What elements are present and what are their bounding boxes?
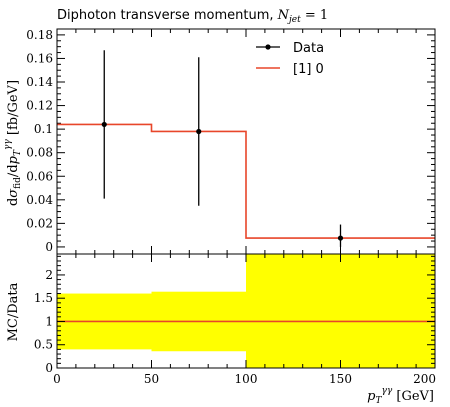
ratio-band-bin bbox=[246, 254, 435, 368]
mc-histogram-line bbox=[57, 123, 435, 239]
legend-data-label: Data bbox=[293, 41, 324, 56]
ratio-xtick-label: 50 bbox=[144, 372, 159, 386]
ratio-ytick-label: 2 bbox=[45, 268, 53, 282]
main-ytick-label: 0.1 bbox=[34, 122, 53, 136]
main-plot-series bbox=[57, 50, 435, 247]
legend-mc-label: [1] 0 bbox=[293, 62, 324, 77]
main-y-axis-label: dσfid/dpTγγ [fb/GeV] bbox=[3, 80, 23, 206]
ratio-uncertainty-band bbox=[57, 254, 435, 368]
ratio-xtick-label: 0 bbox=[53, 372, 61, 386]
main-ytick-label: 0.08 bbox=[26, 146, 53, 160]
ratio-ytick-label: 0.5 bbox=[34, 338, 53, 352]
main-ytick-label: 0.02 bbox=[26, 216, 53, 230]
data-point bbox=[337, 235, 344, 241]
ratio-ytick-label: 0 bbox=[45, 361, 53, 375]
main-y-ticks: 0 0.02 0.04 0.06 0.08 0.1 0.12 0.14 0.16 0.18 bbox=[26, 28, 436, 254]
ratio-xtick-label: 200 bbox=[413, 372, 436, 386]
main-ytick-label: 0.16 bbox=[26, 51, 53, 65]
ratio-xtick-label: 100 bbox=[235, 372, 258, 386]
data-point bbox=[196, 128, 202, 135]
legend: Data [1] 0 bbox=[256, 41, 324, 77]
legend-data-marker-dot bbox=[265, 44, 271, 50]
ratio-ytick-label: 1 bbox=[45, 314, 53, 328]
ratio-panel-frame bbox=[56, 253, 436, 369]
main-ytick-label: 0.04 bbox=[26, 193, 53, 207]
main-ytick-label: 0.18 bbox=[26, 28, 53, 42]
x-axis-label: pTγγ [GeV] bbox=[367, 386, 434, 406]
chart-title: Diphoton transverse momentum, Njet = 1 bbox=[57, 8, 328, 25]
ratio-xtick-label: 150 bbox=[329, 372, 352, 386]
data-point bbox=[101, 121, 107, 128]
main-ytick-label: 0.14 bbox=[26, 75, 53, 89]
ratio-y-axis-label: MC/Data bbox=[6, 282, 21, 341]
ratio-ytick-label: 1.5 bbox=[34, 291, 53, 305]
main-ytick-label: 0.12 bbox=[26, 99, 53, 113]
main-ytick-label: 0.06 bbox=[26, 169, 53, 183]
main-ytick-label: 0 bbox=[45, 240, 53, 254]
